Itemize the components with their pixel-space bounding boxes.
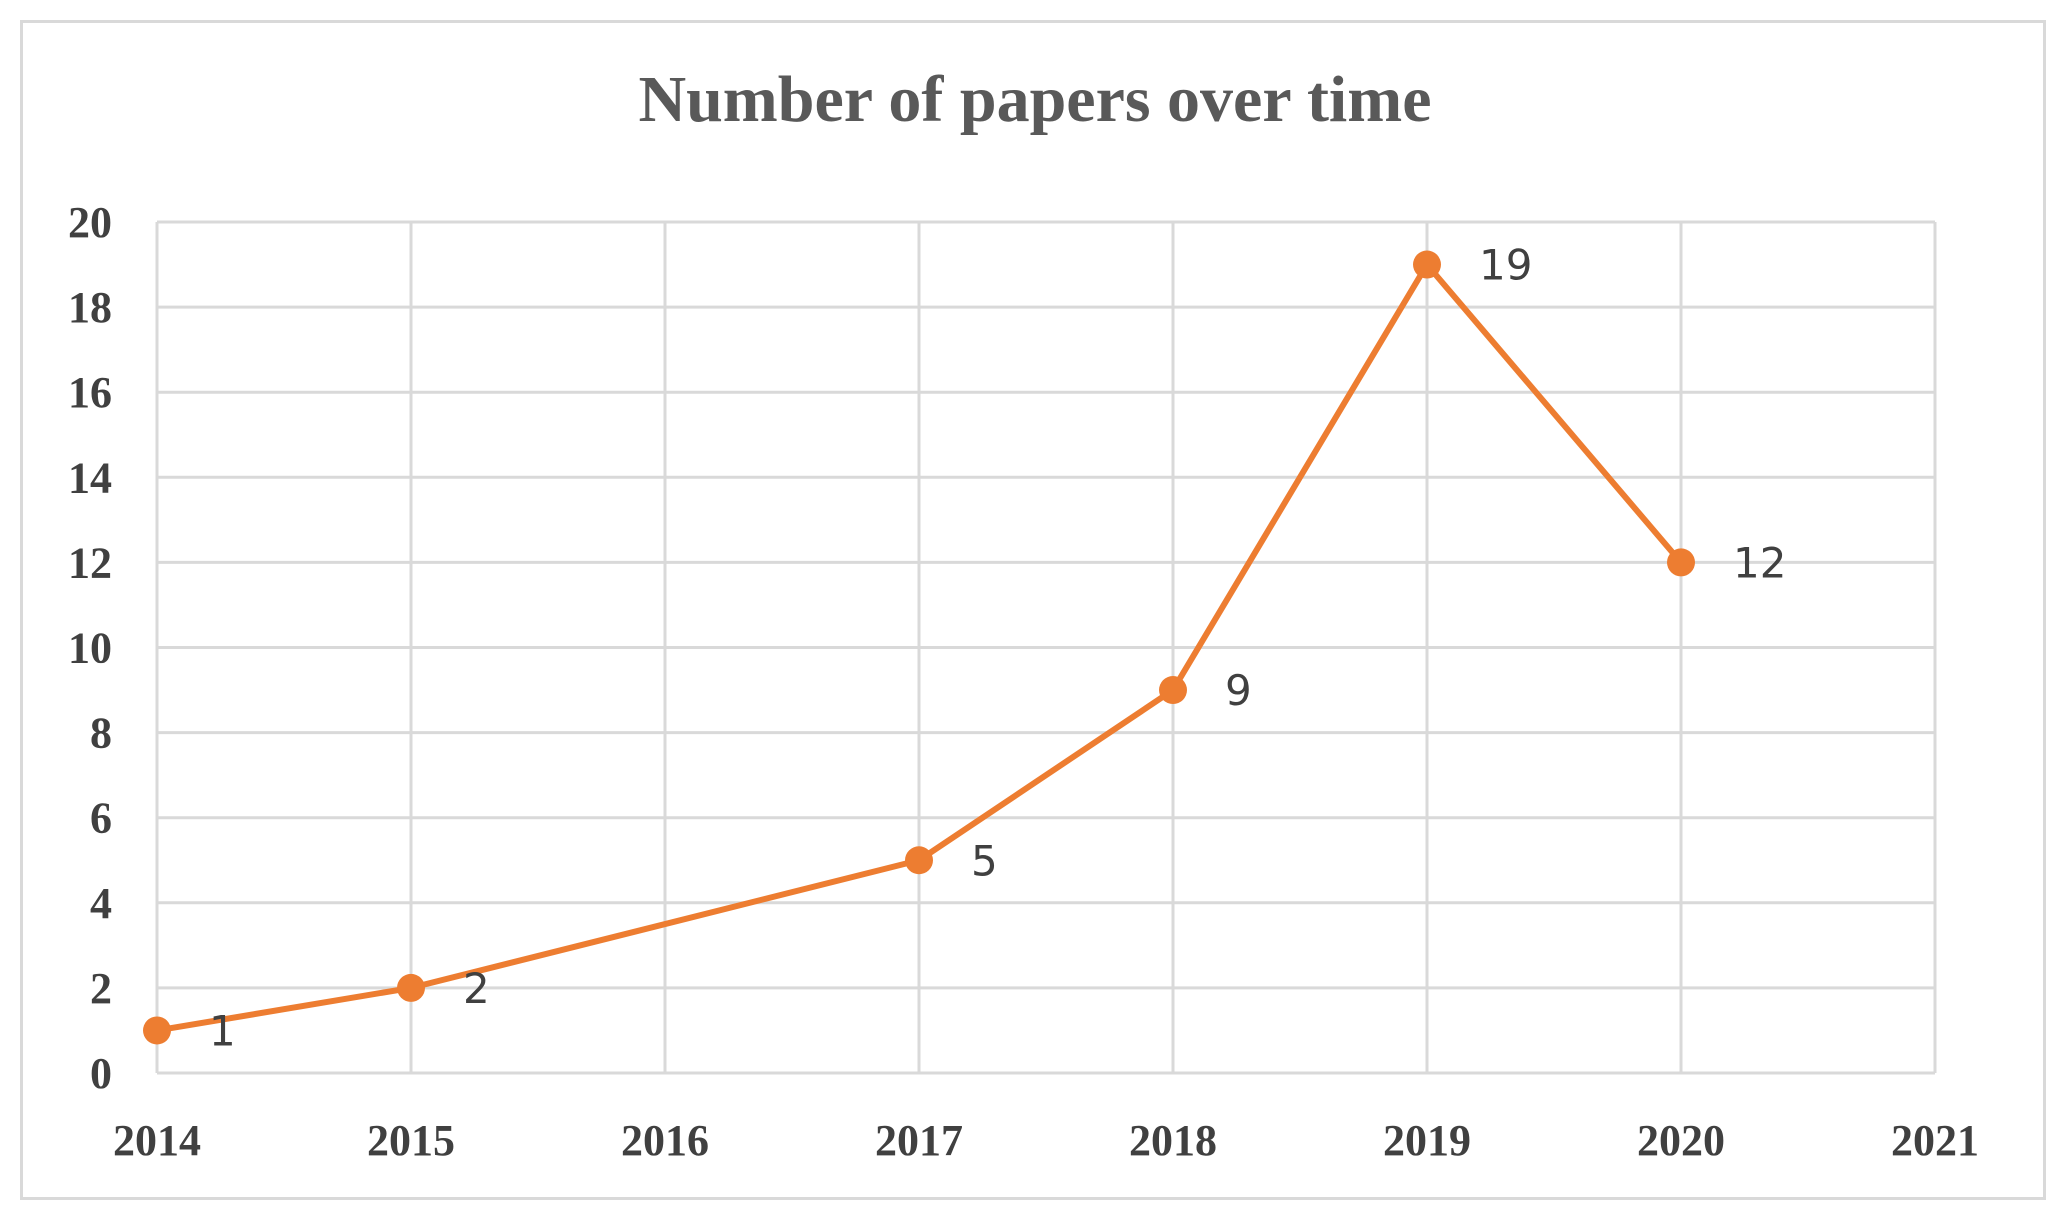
x-tick-label: 2015 xyxy=(367,1116,455,1165)
y-axis-ticks: 0 2 4 6 8 10 12 14 16 18 20 xyxy=(68,198,112,1098)
data-label: 9 xyxy=(1225,666,1252,715)
y-tick-label: 8 xyxy=(90,709,112,758)
data-point xyxy=(397,973,425,1002)
y-tick-label: 4 xyxy=(90,879,112,928)
data-point xyxy=(143,1016,171,1045)
y-tick-label: 10 xyxy=(68,624,112,673)
y-tick-label: 20 xyxy=(68,198,112,247)
x-tick-label: 2016 xyxy=(621,1116,709,1165)
x-tick-label: 2017 xyxy=(875,1116,963,1165)
x-tick-label: 2020 xyxy=(1637,1116,1725,1165)
x-axis-ticks: 2014 2015 2016 2017 2018 2019 2020 2021 xyxy=(113,1116,1979,1165)
grid-lines xyxy=(155,220,1937,1075)
data-label: 12 xyxy=(1733,538,1786,587)
y-tick-label: 18 xyxy=(68,283,112,332)
data-point xyxy=(1413,250,1441,279)
data-point xyxy=(1159,676,1187,705)
x-tick-label: 2021 xyxy=(1891,1116,1979,1165)
chart-title: Number of papers over time xyxy=(638,63,1432,136)
series-line xyxy=(154,261,1684,1034)
y-tick-label: 12 xyxy=(68,538,112,587)
data-label: 19 xyxy=(1479,241,1532,290)
x-tick-label: 2014 xyxy=(113,1116,201,1165)
data-label: 5 xyxy=(971,836,998,885)
y-tick-label: 2 xyxy=(90,964,112,1013)
x-tick-label: 2019 xyxy=(1383,1116,1471,1165)
data-point xyxy=(905,846,933,875)
y-tick-label: 0 xyxy=(90,1049,112,1098)
y-tick-label: 14 xyxy=(68,453,112,502)
y-tick-label: 16 xyxy=(68,368,112,417)
y-tick-label: 6 xyxy=(90,794,112,843)
x-tick-label: 2018 xyxy=(1129,1116,1217,1165)
data-label: 1 xyxy=(209,1006,236,1055)
data-point xyxy=(1667,548,1695,577)
data-label: 2 xyxy=(463,964,490,1013)
chart-frame xyxy=(20,20,2046,1200)
